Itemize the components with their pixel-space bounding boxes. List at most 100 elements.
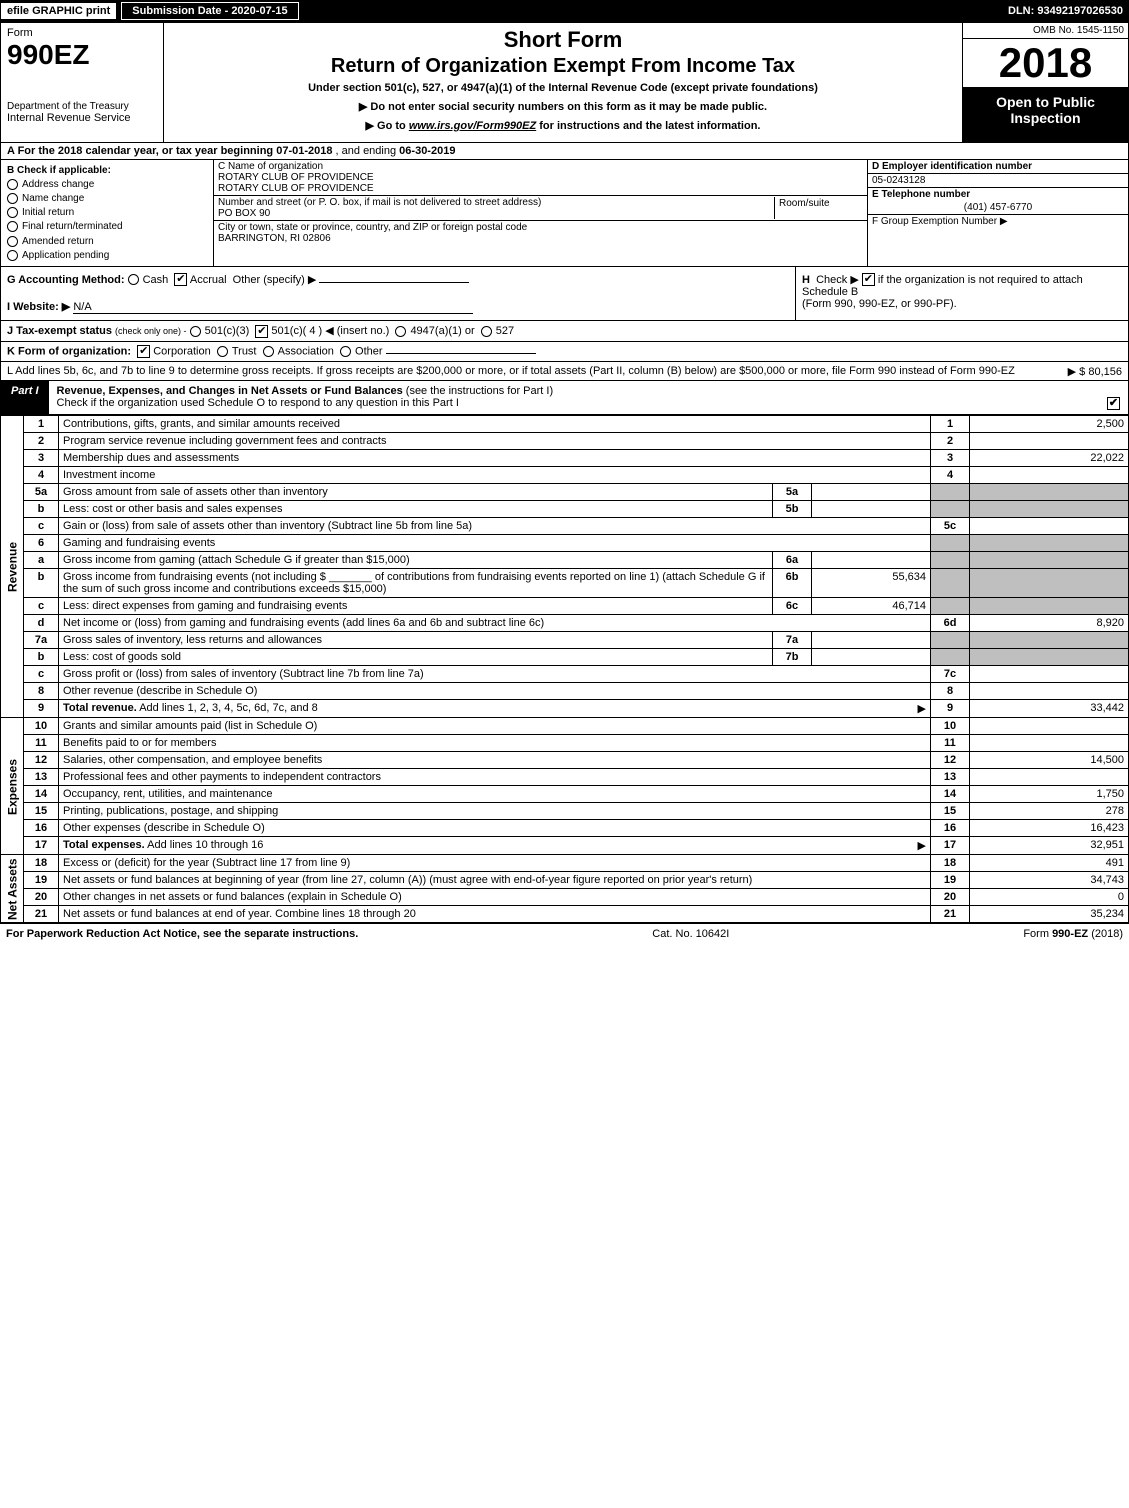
circle-icon[interactable] xyxy=(128,274,139,285)
cash-label: Cash xyxy=(143,274,169,286)
sub-line-value: 46,714 xyxy=(812,598,931,615)
circle-icon[interactable] xyxy=(217,346,228,357)
circle-icon[interactable] xyxy=(481,326,492,337)
j-o3: 4947(a)(1) or xyxy=(410,325,474,337)
j-o2: 501(c)( 4 ) ◀ (insert no.) xyxy=(271,325,389,337)
sub-line-number: 5b xyxy=(773,501,812,518)
table-row: 4Investment income4 xyxy=(1,467,1129,484)
checkbox-h[interactable] xyxy=(862,273,875,286)
line-number: 4 xyxy=(24,467,59,484)
k-o2: Trust xyxy=(232,345,257,357)
line-number: 18 xyxy=(24,855,59,872)
line-number: b xyxy=(24,501,59,518)
checkbox-501c[interactable] xyxy=(255,325,268,338)
result-val-shaded xyxy=(970,501,1129,518)
table-row: Net Assets18Excess or (deficit) for the … xyxy=(1,855,1129,872)
part-i-label: Part I xyxy=(1,381,49,414)
table-row: 11Benefits paid to or for members11 xyxy=(1,735,1129,752)
submission-date-label: Submission Date - 2020-07-15 xyxy=(121,2,298,20)
result-num-shaded xyxy=(931,552,970,569)
col-b-heading: B Check if applicable: xyxy=(7,165,207,176)
line-number: 3 xyxy=(24,450,59,467)
top-bar: efile GRAPHIC print Submission Date - 20… xyxy=(0,0,1129,22)
line-description: Membership dues and assessments xyxy=(59,450,931,467)
result-line-number: 21 xyxy=(931,906,970,923)
part-i-header: Part I Revenue, Expenses, and Changes in… xyxy=(0,381,1129,415)
block-bcd: B Check if applicable: Address change Na… xyxy=(0,160,1129,267)
result-line-value xyxy=(970,683,1129,700)
city-block: City or town, state or province, country… xyxy=(214,221,867,245)
row-l-gross-receipts: L Add lines 5b, 6c, and 7b to line 9 to … xyxy=(0,362,1129,381)
k-other-input[interactable] xyxy=(386,353,536,354)
circle-icon[interactable] xyxy=(395,326,406,337)
col-d-ein: D Employer identification number 05-0243… xyxy=(867,160,1128,266)
line-number: 8 xyxy=(24,683,59,700)
group-exemption-label: F Group Exemption Number ▶ xyxy=(868,215,1128,228)
other-specify-input[interactable] xyxy=(319,282,469,283)
line-number: 9 xyxy=(24,700,59,718)
opt-amended-return[interactable]: Amended return xyxy=(7,236,207,247)
accrual-label: Accrual xyxy=(190,274,227,286)
header-right: OMB No. 1545-1150 2018 Open to Public In… xyxy=(962,23,1128,142)
result-line-value xyxy=(970,467,1129,484)
paperwork-notice: For Paperwork Reduction Act Notice, see … xyxy=(6,928,358,940)
col-b-checkboxes: B Check if applicable: Address change Na… xyxy=(1,160,214,266)
circle-icon xyxy=(7,193,18,204)
table-row: 21Net assets or fund balances at end of … xyxy=(1,906,1129,923)
j-o1: 501(c)(3) xyxy=(205,325,250,337)
line-description: Salaries, other compensation, and employ… xyxy=(59,752,931,769)
k-o4: Other xyxy=(355,345,383,357)
j-note: (check only one) - xyxy=(115,326,187,336)
sub-line-value xyxy=(812,632,931,649)
circle-icon[interactable] xyxy=(263,346,274,357)
org-name-1: ROTARY CLUB OF PROVIDENCE xyxy=(218,172,863,183)
page-footer: For Paperwork Reduction Act Notice, see … xyxy=(0,923,1129,944)
sub-line-value xyxy=(812,552,931,569)
efile-print-label[interactable]: efile GRAPHIC print xyxy=(0,2,117,20)
result-line-value: 1,750 xyxy=(970,786,1129,803)
circle-icon[interactable] xyxy=(340,346,351,357)
circle-icon[interactable] xyxy=(190,326,201,337)
table-row: 8Other revenue (describe in Schedule O)8 xyxy=(1,683,1129,700)
opt-initial-return[interactable]: Initial return xyxy=(7,207,207,218)
result-num-shaded xyxy=(931,501,970,518)
goto-post: for instructions and the latest informat… xyxy=(536,120,760,132)
opt-application-pending[interactable]: Application pending xyxy=(7,250,207,261)
result-val-shaded xyxy=(970,484,1129,501)
result-line-number: 17 xyxy=(931,837,970,855)
result-line-number: 7c xyxy=(931,666,970,683)
irs-link[interactable]: www.irs.gov/Form990EZ xyxy=(409,120,536,132)
checkbox-schedule-o[interactable] xyxy=(1107,397,1120,410)
row-gh: G Accounting Method: Cash Accrual Other … xyxy=(0,267,1129,322)
opt-name-change[interactable]: Name change xyxy=(7,193,207,204)
opt-address-change[interactable]: Address change xyxy=(7,179,207,190)
line-number: 11 xyxy=(24,735,59,752)
k-o1: Corporation xyxy=(153,345,210,357)
table-row: 12Salaries, other compensation, and empl… xyxy=(1,752,1129,769)
line-description: Other revenue (describe in Schedule O) xyxy=(59,683,931,700)
line-description: Benefits paid to or for members xyxy=(59,735,931,752)
row-k-form-org: K Form of organization: Corporation Trus… xyxy=(0,342,1129,362)
checkbox-corporation[interactable] xyxy=(137,345,150,358)
org-name-2: ROTARY CLUB OF PROVIDENCE xyxy=(218,183,863,194)
result-line-number: 20 xyxy=(931,889,970,906)
checkbox-accrual[interactable] xyxy=(174,273,187,286)
line-description: Gross income from gaming (attach Schedul… xyxy=(59,552,773,569)
opt-label: Address change xyxy=(22,179,94,190)
address-block: Number and street (or P. O. box, if mail… xyxy=(214,196,867,221)
line-description: Gross sales of inventory, less returns a… xyxy=(59,632,773,649)
line-number: 16 xyxy=(24,820,59,837)
other-label: Other (specify) ▶ xyxy=(233,274,317,286)
website-value: N/A xyxy=(73,301,473,314)
result-line-value xyxy=(970,433,1129,450)
opt-final-return[interactable]: Final return/terminated xyxy=(7,221,207,232)
circle-icon xyxy=(7,179,18,190)
result-val-shaded xyxy=(970,598,1129,615)
section-side-label: Expenses xyxy=(1,718,24,855)
line-number: b xyxy=(24,569,59,598)
form-number: 990EZ xyxy=(7,39,157,71)
result-val-shaded xyxy=(970,649,1129,666)
k-label: K Form of organization: xyxy=(7,345,131,357)
sub-line-number: 6b xyxy=(773,569,812,598)
k-o3: Association xyxy=(278,345,334,357)
